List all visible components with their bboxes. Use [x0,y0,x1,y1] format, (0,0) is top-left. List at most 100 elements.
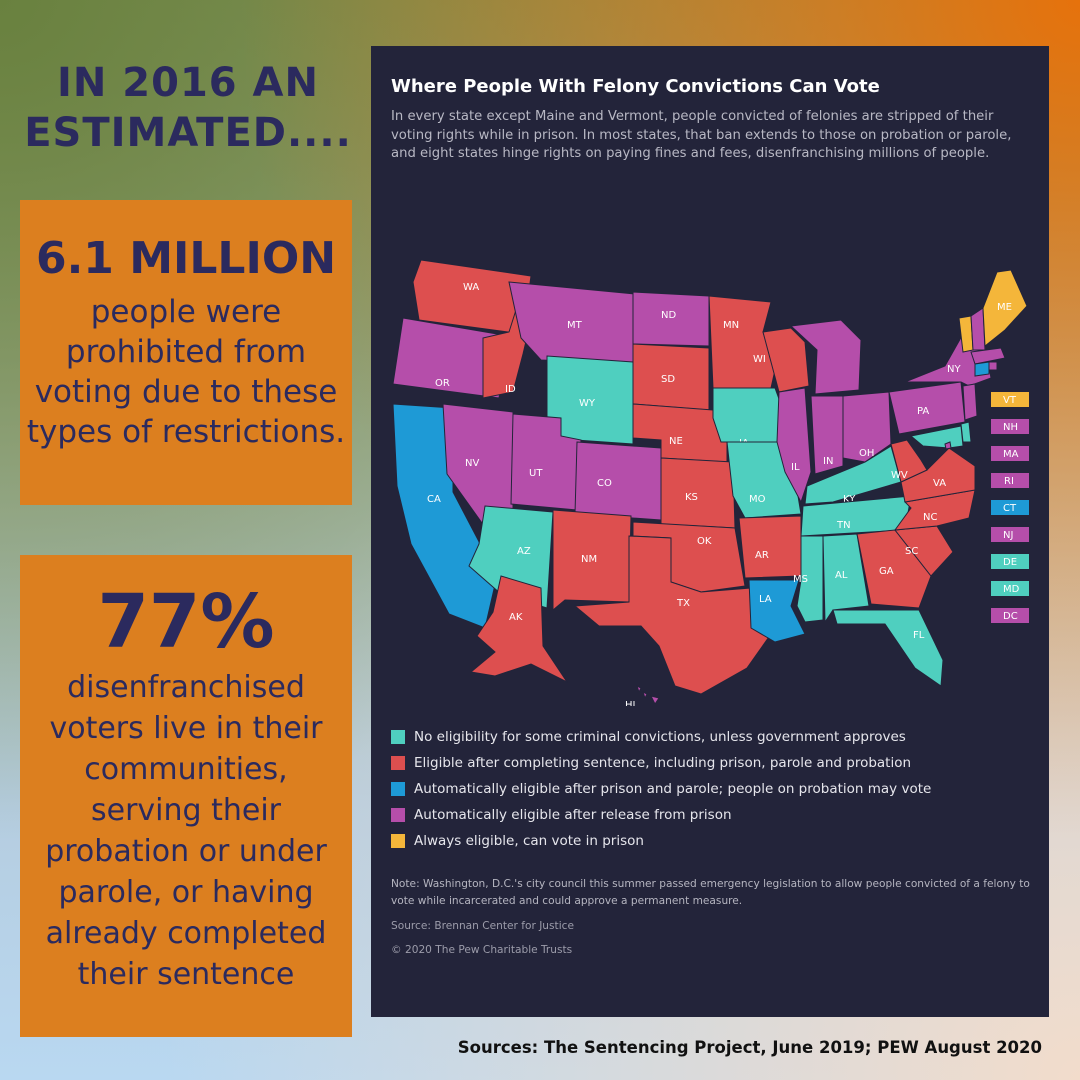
svg-text:CT: CT [1003,503,1017,514]
svg-text:IL: IL [791,462,800,473]
state-WA: WA [412,259,532,335]
state-CO: CO [574,441,662,521]
state-OR: OR [392,317,510,399]
svg-text:CA: CA [427,494,441,505]
key-DE: DE [991,554,1029,569]
state-LA: LA [748,579,806,643]
svg-text:AL: AL [835,570,848,581]
state-WV: WV [890,439,928,483]
svg-text:AR: AR [755,550,769,561]
svg-text:UT: UT [529,468,543,479]
state-UT: UT [510,413,582,511]
key-VT: VT [991,392,1029,407]
svg-text:WA: WA [463,282,479,293]
svg-text:NY: NY [947,364,961,375]
svg-text:NC: NC [923,512,937,523]
map-legend: No eligibility for some criminal convict… [391,724,931,854]
svg-text:MO: MO [749,494,766,505]
footer-sources: Sources: The Sentencing Project, June 20… [457,1038,1042,1057]
state-KS: KS [660,457,736,529]
svg-text:RI: RI [1004,476,1014,487]
state-DC [944,441,952,450]
svg-text:ID: ID [505,384,516,395]
map-note: Note: Washington, D.C.'s city council th… [391,878,1030,907]
state-MN: MN [708,295,776,389]
state-RI [988,361,998,371]
state-FL: FL [832,609,944,687]
svg-text:WI: WI [753,354,766,365]
svg-text:VA: VA [933,478,946,489]
svg-text:ND: ND [661,310,676,321]
map-copyright: © 2020 The Pew Charitable Trusts [391,944,573,956]
stat-text: disenfranchised voters live in their com… [45,670,327,992]
map-description: In every state except Maine and Vermont,… [391,109,1012,161]
svg-text:NJ: NJ [1003,530,1013,541]
stat-box-disenfranchised-total: 6.1 MILLION people were prohibited from … [20,200,352,505]
state-SD: SD [632,343,710,411]
headline: IN 2016 AN ESTIMATED.... [24,60,352,156]
svg-text:SC: SC [905,546,918,557]
svg-text:MT: MT [567,320,583,331]
state-NJ [962,383,978,421]
svg-text:DE: DE [1003,557,1017,568]
svg-text:AK: AK [509,612,523,623]
state-GA: GA [856,529,932,609]
state-PA: PA [888,381,966,435]
legend-item: Automatically eligible after release fro… [391,802,931,828]
legend-label: Automatically eligible after release fro… [414,807,732,823]
svg-text:VT: VT [1003,395,1017,406]
state-NM: NM [552,509,632,612]
svg-text:TN: TN [836,520,851,531]
svg-text:TX: TX [676,598,690,609]
legend-item: No eligibility for some criminal convict… [391,724,931,750]
key-NH: NH [991,419,1029,434]
svg-text:KS: KS [685,492,698,503]
svg-text:GA: GA [879,566,894,577]
state-WY: WY [546,355,634,445]
state-ME: ME [982,269,1028,347]
legend-swatch [391,834,405,848]
legend-item: Automatically eligible after prison and … [391,776,931,802]
state-MT: MT [508,281,636,365]
legend-item: Always eligible, can vote in prison [391,828,931,854]
svg-text:MA: MA [1003,449,1019,460]
svg-text:PA: PA [917,406,929,417]
key-MD: MD [991,581,1029,596]
state-OH: OH [842,391,892,463]
small-states-key: VT NH MA RI CT NJ DE MD DC [991,392,1029,623]
legend-swatch [391,756,405,770]
svg-text:SD: SD [661,374,675,385]
map-panel: Where People With Felony Convictions Can… [371,46,1049,1017]
stat-box-community-share: 77% disenfranchised voters live in their… [20,555,352,1037]
stat-text: people were prohibited from voting due t… [26,294,346,450]
key-RI: RI [991,473,1029,488]
svg-text:ME: ME [997,302,1012,313]
svg-text:IN: IN [823,456,833,467]
legend-swatch [391,782,405,796]
state-IL: IL [776,387,812,504]
legend-label: Automatically eligible after prison and … [414,781,932,797]
state-IN: IN [810,395,844,475]
legend-label: Always eligible, can vote in prison [414,833,644,849]
legend-item: Eligible after completing sentence, incl… [391,750,931,776]
legend-swatch [391,730,405,744]
legend-label: No eligibility for some criminal convict… [414,729,906,745]
legend-swatch [391,808,405,822]
stat-figure: 77% [97,579,275,665]
svg-text:MS: MS [793,574,808,585]
legend-label: Eligible after completing sentence, incl… [414,755,912,771]
state-MA [970,347,1006,365]
svg-text:WY: WY [579,398,596,409]
svg-text:MN: MN [723,320,739,331]
svg-text:FL: FL [913,630,925,641]
state-AK: AK [469,575,569,684]
state-TX: TX [573,535,772,695]
key-DC: DC [991,608,1029,623]
state-AL: AL [822,533,870,624]
state-AR: AR [738,515,802,579]
svg-text:OH: OH [859,448,874,459]
svg-text:KY: KY [843,494,856,505]
us-map: WA OR ID CA NV MT WY UT CO AZ NM ND SD N… [392,259,1029,706]
svg-text:OR: OR [435,378,450,389]
svg-text:NE: NE [669,436,683,447]
